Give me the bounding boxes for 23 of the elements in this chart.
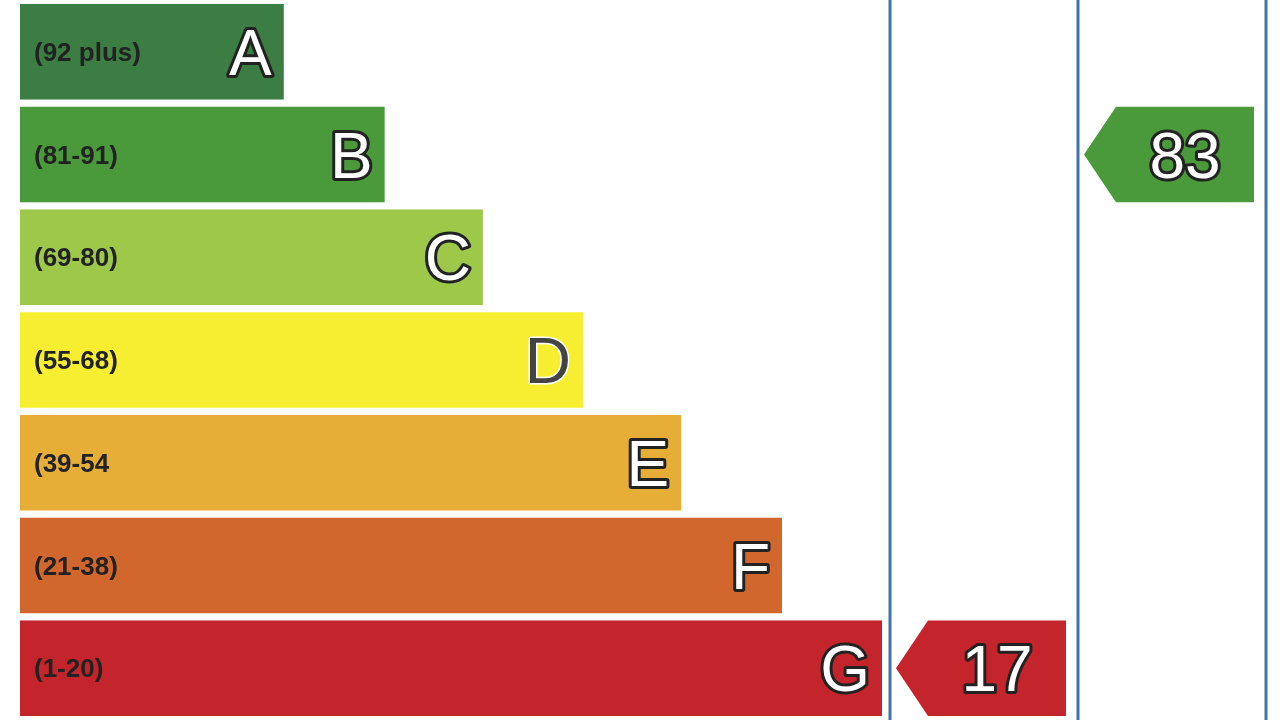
y-tick-label: A [229,16,273,89]
bar [20,620,882,716]
annotation: (69-80) [34,242,118,273]
bar [20,517,783,614]
text: 17 [961,633,1033,706]
y-tick-label: B [329,119,373,192]
annotation: (21-38) [34,550,118,581]
bar [20,312,583,408]
annotation: (39-54 [34,447,110,478]
y-tick-label: F [730,530,771,603]
bar [20,209,483,306]
bar [20,414,682,511]
bar [20,106,385,203]
annotation: (1-20) [34,653,104,684]
annotation: (81-91) [34,139,118,170]
y-tick-label: C [424,222,471,295]
bar [20,4,284,100]
y-tick-label: E [626,427,670,500]
text: 83 [1149,119,1221,192]
y-tick-label: G [820,633,870,706]
annotation: (55-68) [34,345,118,376]
y-tick-label: D [524,325,571,398]
annotation: (92 plus) [34,36,141,67]
